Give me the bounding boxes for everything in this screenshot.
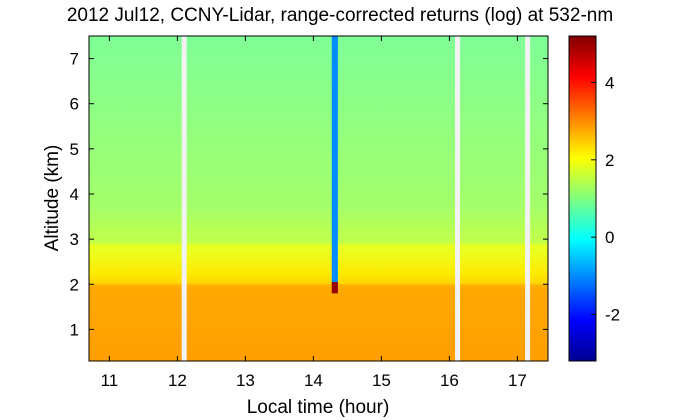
data-gap [455,36,461,361]
layer-free-troposphere [89,36,548,244]
x-axis-label: Local time (hour) [247,397,390,418]
x-tick-label: 14 [304,371,323,390]
layer-boundary-layer [89,284,548,361]
colorbar-tick-label: -2 [605,306,620,325]
y-axis-label: Altitude (km) [42,145,63,252]
y-tick-label: 5 [70,140,79,159]
y-tick-label: 7 [70,50,79,69]
data-gap [181,36,187,361]
heatmap-field [89,36,548,361]
chart-title: 2012 Jul12, CCNY-Lidar, range-corrected … [67,5,613,26]
plot-frame [88,35,549,362]
colorbar-tick-label: 0 [605,228,614,247]
x-tick-label: 16 [440,371,459,390]
y-tick-label: 6 [70,95,79,114]
y-tick-label: 1 [70,320,79,339]
colorbar-tick-label: 4 [605,73,614,92]
x-tick-label: 12 [168,371,187,390]
colorbar [568,35,597,362]
plot-area [89,36,548,361]
y-tick-label: 4 [70,185,79,204]
cloud-column [331,36,338,285]
x-tick-label: 13 [236,371,255,390]
data-gap [525,36,531,361]
layer-transition-layer [89,243,548,285]
x-tick-label: 17 [508,371,527,390]
x-tick-label: 11 [101,371,119,390]
colorbar-tick-label: 2 [605,151,614,170]
y-tick-label: 2 [70,275,79,294]
y-tick-label: 3 [70,230,79,249]
cloud-base [331,282,338,294]
x-tick-label: 15 [372,371,391,390]
